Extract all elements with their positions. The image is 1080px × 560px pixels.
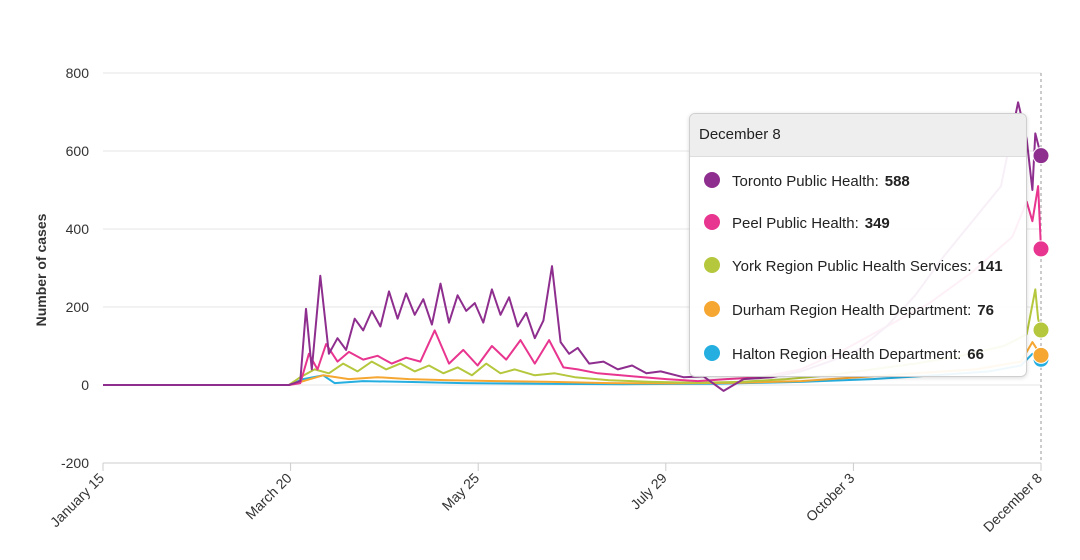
x-tick-label: July 29 [627, 470, 670, 513]
y-tick-label: 600 [66, 143, 90, 159]
hover-marker-toronto-public-health [1032, 147, 1050, 165]
tooltip-label: Peel Public Health: [732, 215, 859, 232]
hover-marker-peel-public-health [1032, 240, 1050, 258]
tooltip-value: 76 [977, 302, 994, 319]
tooltip-dot-icon [704, 345, 720, 362]
hover-tooltip: December 8 Toronto Public Health: 588 Pee… [689, 113, 1027, 377]
tooltip-value: 66 [967, 346, 984, 363]
tooltip-label: Toronto Public Health: [732, 173, 879, 190]
hover-markers [1032, 147, 1050, 368]
tooltip-row-peel: Peel Public Health: 349 [704, 212, 890, 236]
x-tick-label: January 15 [47, 470, 107, 530]
tooltip-date: December 8 [690, 114, 1026, 157]
tooltip-label: Durham Region Health Department: [732, 302, 972, 319]
tooltip-dot-icon [704, 172, 720, 189]
tooltip-value: 588 [884, 173, 910, 190]
tooltip-row-halton: Halton Region Health Department: 66 [704, 343, 984, 367]
tooltip-label: Halton Region Health Department: [732, 346, 962, 363]
tooltip-dot-icon [704, 257, 720, 274]
y-tick-label: 400 [66, 221, 90, 237]
y-tick-label: 800 [66, 65, 90, 81]
tooltip-row-york: York Region Public Health Services: 141 [704, 255, 1003, 279]
y-axis-title: Number of cases [33, 213, 49, 326]
y-tick-label: -200 [61, 455, 89, 471]
x-tick-label: October 3 [803, 470, 858, 525]
tooltip-value: 349 [864, 215, 890, 232]
hover-marker-york-region-public-health-services [1032, 321, 1050, 339]
x-tick-label: May 25 [439, 470, 483, 514]
tooltip-dot-icon [704, 301, 720, 318]
x-tick-label: December 8 [980, 470, 1045, 535]
hover-marker-durham-region-health-department [1032, 346, 1050, 364]
tooltip-row-toronto: Toronto Public Health: 588 [704, 170, 910, 194]
y-tick-label: 0 [81, 377, 89, 393]
tooltip-label: York Region Public Health Services: [732, 258, 972, 275]
tooltip-row-durham: Durham Region Health Department: 76 [704, 299, 994, 323]
tooltip-value: 141 [977, 258, 1003, 275]
tooltip-dot-icon [704, 214, 720, 231]
x-tick-label: March 20 [242, 470, 295, 523]
y-tick-label: 200 [66, 299, 90, 315]
